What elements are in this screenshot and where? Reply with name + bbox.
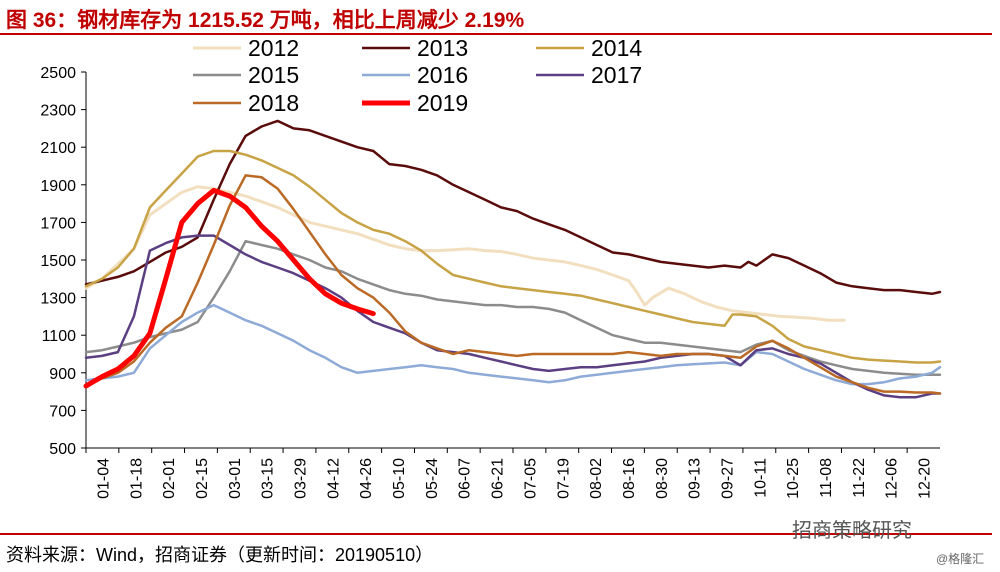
x-tick-label: 07-05 [522, 458, 539, 499]
x-tick-label: 03-29 [293, 458, 310, 499]
x-tick-label: 09-13 [687, 458, 704, 499]
x-tick-label: 10-25 [785, 458, 802, 499]
x-tick-label: 06-21 [490, 458, 507, 499]
y-tick-label: 1300 [40, 291, 76, 308]
series-line-2019 [83, 187, 376, 389]
legend-label-2018: 2018 [248, 90, 299, 116]
x-tick-label: 03-01 [227, 458, 244, 499]
x-tick-label: 05-10 [391, 458, 408, 499]
y-tick-label: 1900 [40, 178, 76, 195]
legend-label-2015: 2015 [248, 62, 299, 88]
x-tick-label: 11-08 [818, 458, 835, 498]
chart-title: 图 36：钢材库存为 1215.52 万吨，相比上周减少 2.19% [6, 9, 525, 32]
series-line-2014 [84, 149, 942, 364]
y-tick-label: 1500 [40, 253, 76, 270]
legend-label-2016: 2016 [417, 62, 468, 88]
legend-label-2014: 2014 [591, 35, 642, 61]
x-tick-label: 06-07 [457, 458, 474, 499]
top-rule [0, 33, 992, 35]
x-tick-label: 01-04 [95, 458, 112, 499]
series-line-2012 [84, 185, 846, 322]
brand-small: @格隆汇 [936, 552, 985, 566]
chart-axes: 500 700 900 1100 1300 1500 1700 1900 2100 2300 250… [40, 65, 940, 499]
y-tick-label: 1700 [40, 215, 76, 232]
x-tick-label: 12-06 [884, 458, 901, 499]
x-tick-label: 12-20 [917, 458, 934, 499]
series-line-2018 [84, 174, 942, 395]
bottom-rule [0, 533, 992, 535]
y-tick-label: 2500 [40, 65, 76, 82]
series-line-2016 [84, 303, 942, 386]
y-tick-label: 500 [49, 441, 76, 458]
y-tick-label: 2300 [40, 103, 76, 120]
x-tick-label: 07-19 [555, 458, 572, 499]
y-tick-label: 900 [49, 366, 76, 383]
x-tick-label: 04-26 [358, 458, 375, 499]
source-note: 资料来源：Wind，招商证券（更新时间：20190510） [6, 545, 434, 565]
legend-label-2012: 2012 [248, 35, 299, 61]
chart-series [83, 119, 942, 399]
x-tick-label: 08-30 [654, 458, 671, 499]
chart-legend: 2012 2013 2014 2015 2016 2017 2018 2019 [193, 35, 642, 116]
series-line-2013 [84, 119, 942, 296]
series-line-2015 [84, 239, 942, 376]
x-tick-label: 05-24 [424, 458, 441, 499]
x-tick-label: 04-12 [325, 458, 342, 499]
x-tick-label: 11-22 [851, 458, 868, 498]
x-tick-label: 02-15 [194, 458, 211, 499]
brand-watermark: 招商策略研究 [792, 520, 912, 542]
y-tick-label: 2100 [40, 140, 76, 157]
y-tick-label: 1100 [42, 328, 77, 345]
x-tick-label: 02-01 [161, 458, 178, 499]
x-tick-label: 03-15 [260, 458, 277, 499]
y-tick-label: 700 [49, 403, 76, 420]
x-tick-label: 10-11 [752, 458, 769, 498]
x-tick-label: 01-18 [128, 458, 145, 499]
legend-label-2013: 2013 [417, 35, 468, 61]
x-tick-label: 08-16 [621, 458, 638, 499]
legend-label-2019: 2019 [417, 90, 468, 116]
x-tick-label: 08-02 [588, 458, 605, 499]
x-tick-label: 09-27 [720, 458, 737, 499]
legend-label-2017: 2017 [591, 62, 642, 88]
